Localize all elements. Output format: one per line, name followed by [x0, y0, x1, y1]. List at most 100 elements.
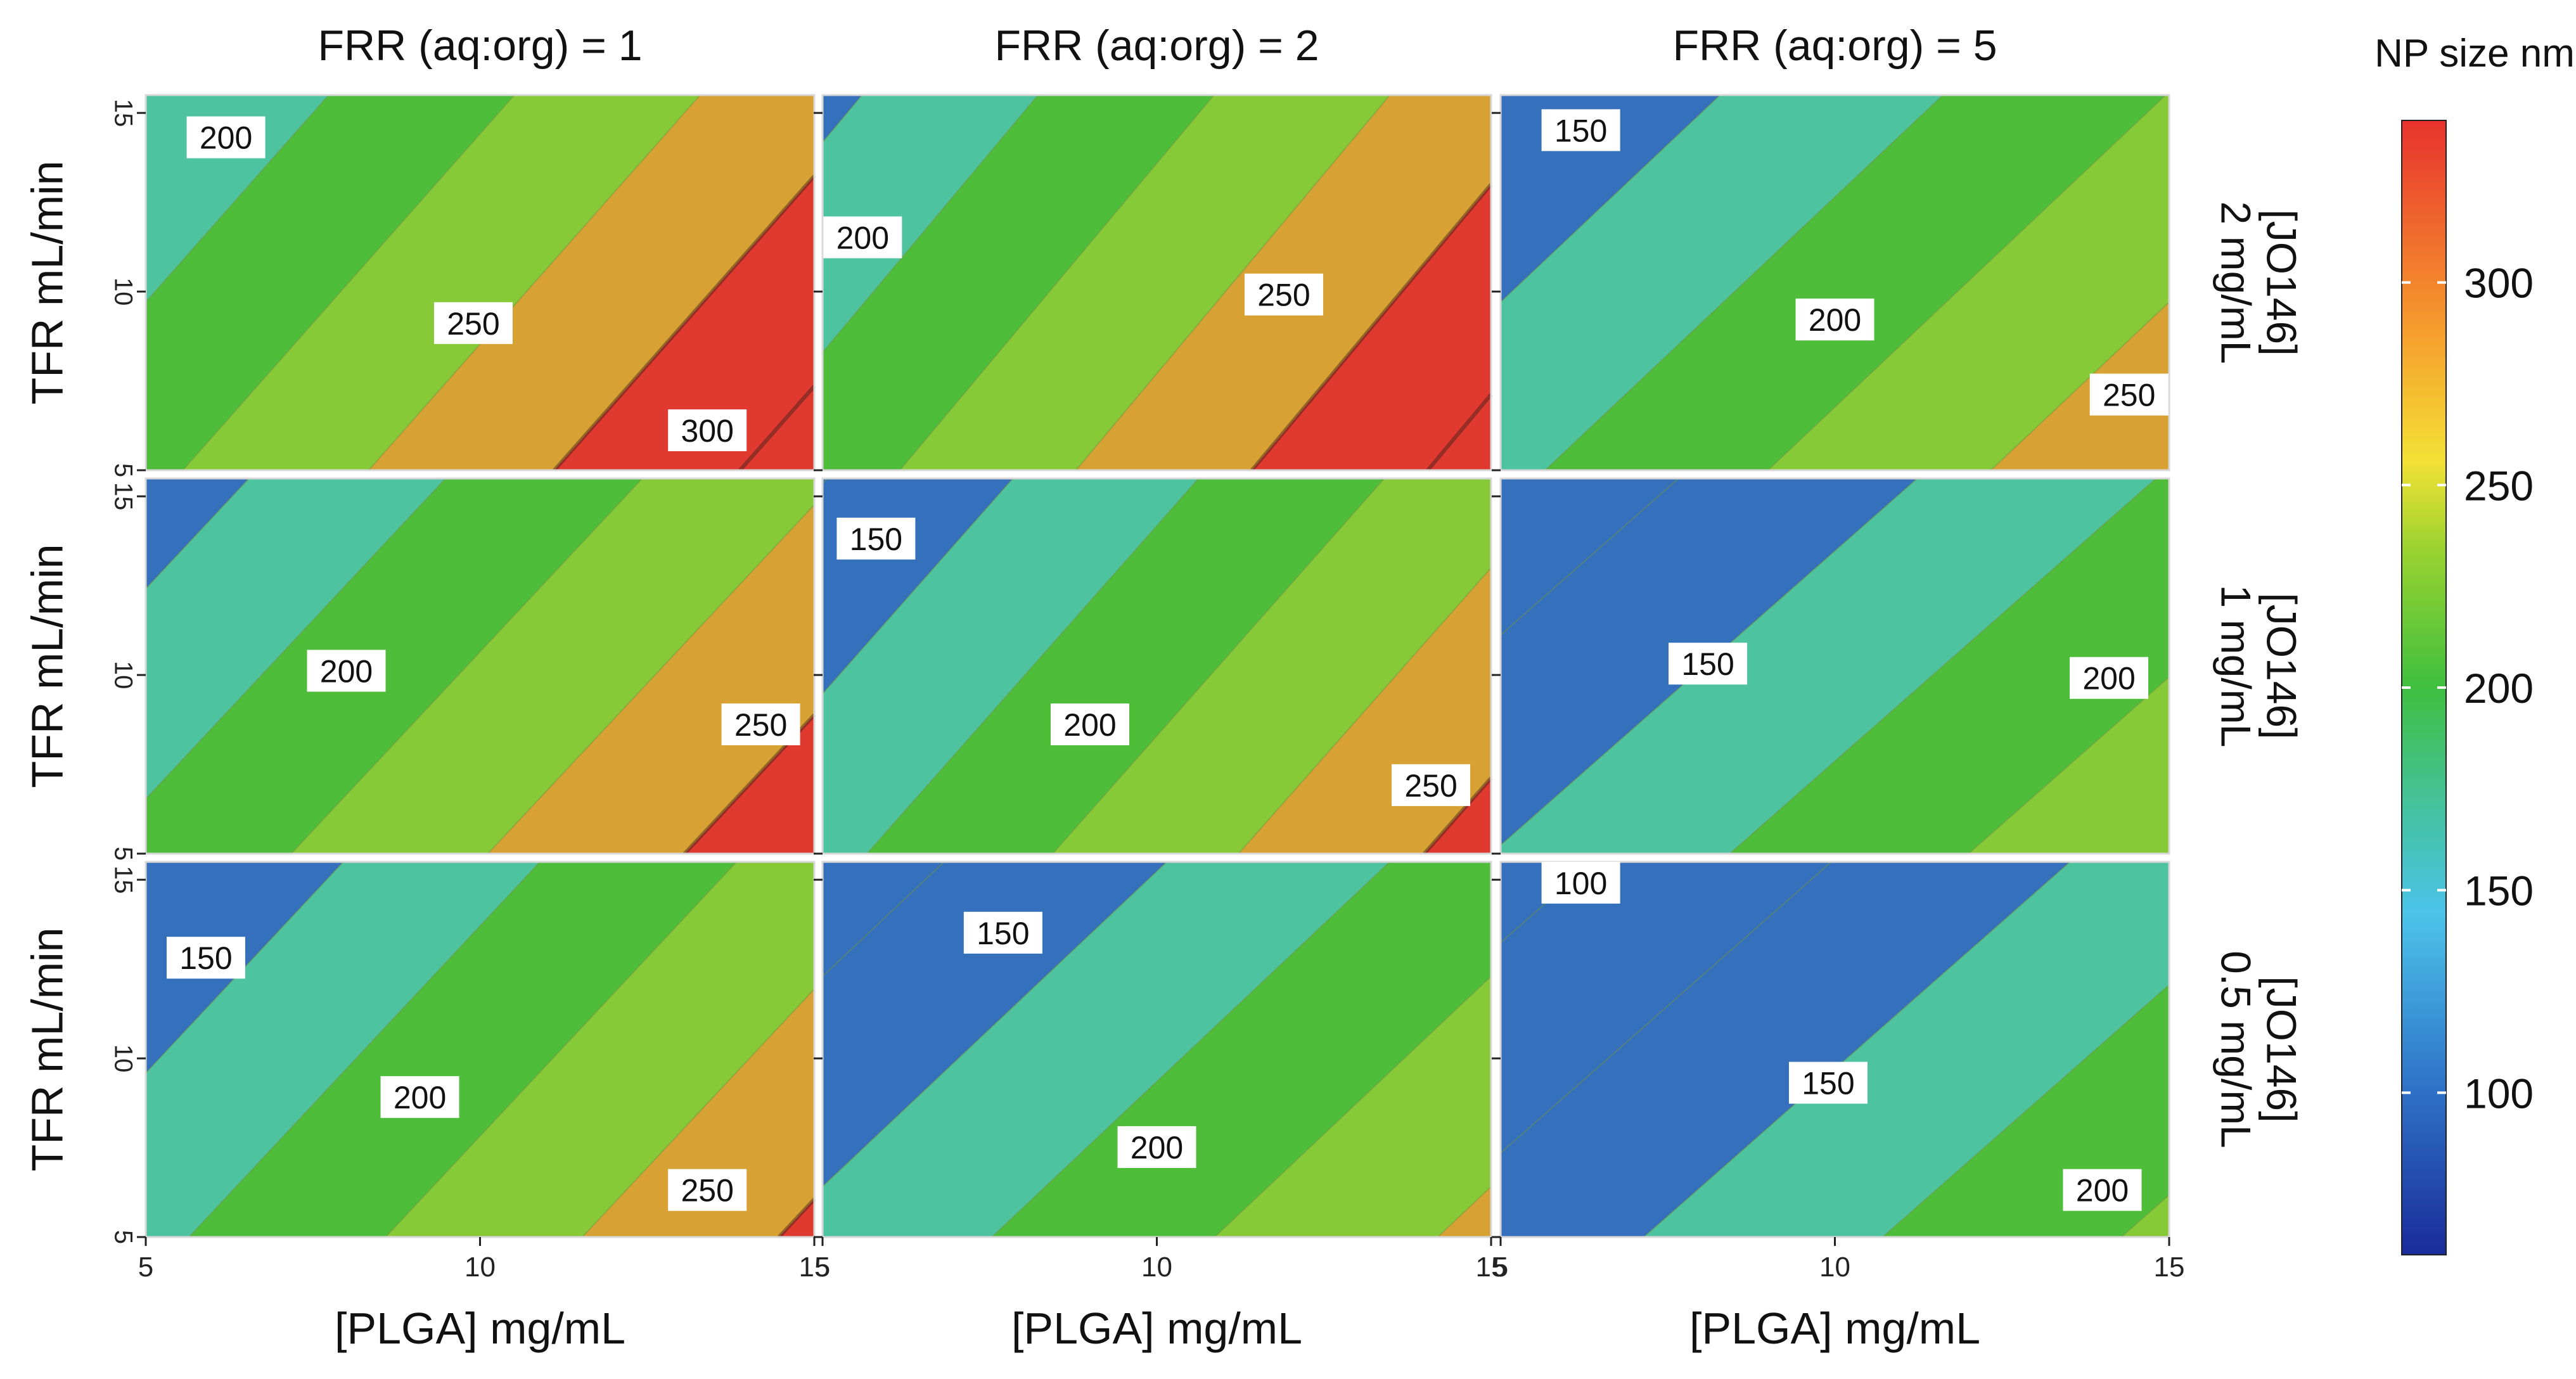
- y-axis-label-1: TFR mL/min: [22, 161, 72, 405]
- contour-label-text: 250: [2103, 378, 2155, 413]
- contour-label-box: [1244, 273, 1323, 316]
- contour-label-200: 200: [2070, 657, 2149, 699]
- panel-r1-c0: 200 250: [144, 477, 816, 856]
- titles-layer: FRR (aq:org) = 1 FRR (aq:org) = 2 FRR (aq:…: [22, 22, 2305, 1353]
- y-tick-label: 15: [109, 99, 137, 127]
- contour-band-300-350: [779, 1199, 814, 1237]
- contour-band-250-300: [1990, 302, 2169, 470]
- contour-band-0-50: [1501, 478, 1679, 636]
- contour-label-box: [823, 216, 902, 259]
- contour-label-200: 200: [1117, 1126, 1196, 1169]
- contour-label-text: 250: [1257, 278, 1310, 313]
- contour-line-200: [1052, 478, 1385, 854]
- contour-band-250-300: [1437, 1186, 1491, 1237]
- contour-label-text: 250: [681, 1173, 733, 1209]
- colorbar: NP size nm 100 150 200 250 300: [2374, 32, 2575, 1255]
- contour-label-150: 150: [166, 937, 245, 979]
- contour-label-box: [963, 911, 1042, 954]
- panel-frame: [821, 477, 1492, 855]
- colorbar-tick-label: 300: [2464, 260, 2534, 307]
- contour-label-text: 150: [1802, 1066, 1854, 1101]
- contour-label-box: [1117, 1126, 1196, 1169]
- contour-label-text: 150: [1681, 646, 1734, 682]
- contour-line-100: [822, 94, 863, 143]
- contour-line-250: [1238, 567, 1492, 854]
- contour-band-50-100: [1501, 862, 2070, 1237]
- contour-label-text: 200: [836, 221, 889, 256]
- contour-line-300: [553, 174, 816, 471]
- contour-band-100-150: [823, 478, 1199, 854]
- panel-frame: [144, 477, 816, 855]
- x-axis-label-2: [PLGA] mg/mL: [1011, 1304, 1302, 1353]
- x-tick-label: 15: [1476, 1252, 1507, 1283]
- y-tick-label: 15: [109, 866, 137, 894]
- contour-label-text: 200: [1063, 707, 1116, 743]
- contour-line-150: [866, 478, 1200, 854]
- x-tick-label: 5: [815, 1252, 830, 1283]
- contour-band-200-250: [1968, 677, 2169, 854]
- contour-line-150: [1729, 478, 2156, 854]
- contour-band-100-150: [1501, 95, 1944, 470]
- contour-line-100: [822, 478, 1014, 695]
- contour-line-250: [1075, 94, 1391, 471]
- contour-line-150: [188, 861, 541, 1238]
- panel-r2-c2: 100 150 200: [1499, 861, 2170, 1238]
- contour-label-250: 250: [2089, 373, 2169, 416]
- contour-band-150-200: [992, 862, 1491, 1237]
- colorbar-tick-label: 150: [2464, 868, 2534, 914]
- contour-label-200: 200: [380, 1076, 459, 1119]
- contour-label-box: [166, 937, 245, 979]
- contour-label-box: [721, 703, 800, 746]
- y-tick-label: 5: [109, 847, 137, 861]
- contour-band-150-200: [823, 95, 1214, 470]
- contour-band-250-300: [582, 989, 814, 1237]
- contour-label-100: 100: [1541, 861, 1620, 904]
- contour-line-200: [1767, 94, 2167, 471]
- x-tick-label: 15: [2154, 1252, 2185, 1283]
- contour-label-text: 150: [977, 916, 1029, 951]
- contour-band-100-150: [146, 862, 541, 1237]
- colorbar-tick-label: 250: [2464, 462, 2534, 509]
- panel-frame: [144, 94, 816, 471]
- contour-label-text: 200: [320, 653, 373, 689]
- contour-label-250: 250: [1392, 764, 1471, 806]
- contour-label-150: 150: [1669, 643, 1748, 685]
- row-title-3-line-2: 0.5 mg/mL: [2213, 951, 2260, 1148]
- x-axis-label-1: [PLGA] mg/mL: [335, 1304, 625, 1353]
- contour-line-100: [145, 478, 250, 589]
- column-title-2: FRR (aq:org) = 2: [994, 22, 1319, 70]
- contour-line-100: [822, 861, 1168, 1188]
- contour-label-text: 250: [1404, 768, 1457, 804]
- contour-label-text: 200: [1809, 302, 1861, 338]
- contour-label-box: [1392, 764, 1471, 806]
- contour-band-200-250: [385, 862, 814, 1237]
- column-title-1: FRR (aq:org) = 1: [317, 22, 642, 70]
- contour-label-150: 150: [1788, 1062, 1868, 1104]
- x-tick-label: 10: [1819, 1252, 1850, 1283]
- contour-band-250-300: [487, 504, 814, 854]
- column-title-3: FRR (aq:org) = 5: [1672, 22, 1997, 70]
- contour-band-200-250: [1768, 95, 2169, 470]
- contour-band-150-200: [189, 862, 737, 1237]
- y-tick-label: 5: [109, 1230, 137, 1244]
- contour-band-200-250: [1053, 478, 1491, 854]
- contour-band-300-350: [1424, 778, 1491, 854]
- contour-label-text: 150: [179, 940, 232, 976]
- contour-label-box: [307, 650, 386, 692]
- contour-line-250: [1437, 1186, 1492, 1238]
- contour-line-150: [991, 861, 1390, 1238]
- colorbar-tick-label: 200: [2464, 665, 2534, 712]
- x-tick-label: 5: [138, 1252, 153, 1283]
- row-title-1-line-1: [JO146]: [2259, 209, 2305, 356]
- contour-line-200: [2120, 1194, 2170, 1238]
- contour-band-150-200: [1729, 478, 2169, 854]
- contour-label-box: [836, 517, 916, 560]
- contour-label-200: 200: [1051, 703, 1129, 746]
- contour-label-200: 200: [186, 116, 266, 158]
- contour-label-250: 250: [668, 1169, 747, 1211]
- contour-band-200-250: [900, 95, 1390, 470]
- row-title-2-line-2: 1 mg/mL: [2213, 585, 2260, 748]
- y-axis-label-2: TFR mL/min: [22, 544, 72, 788]
- contour-band-0-50: [823, 478, 828, 484]
